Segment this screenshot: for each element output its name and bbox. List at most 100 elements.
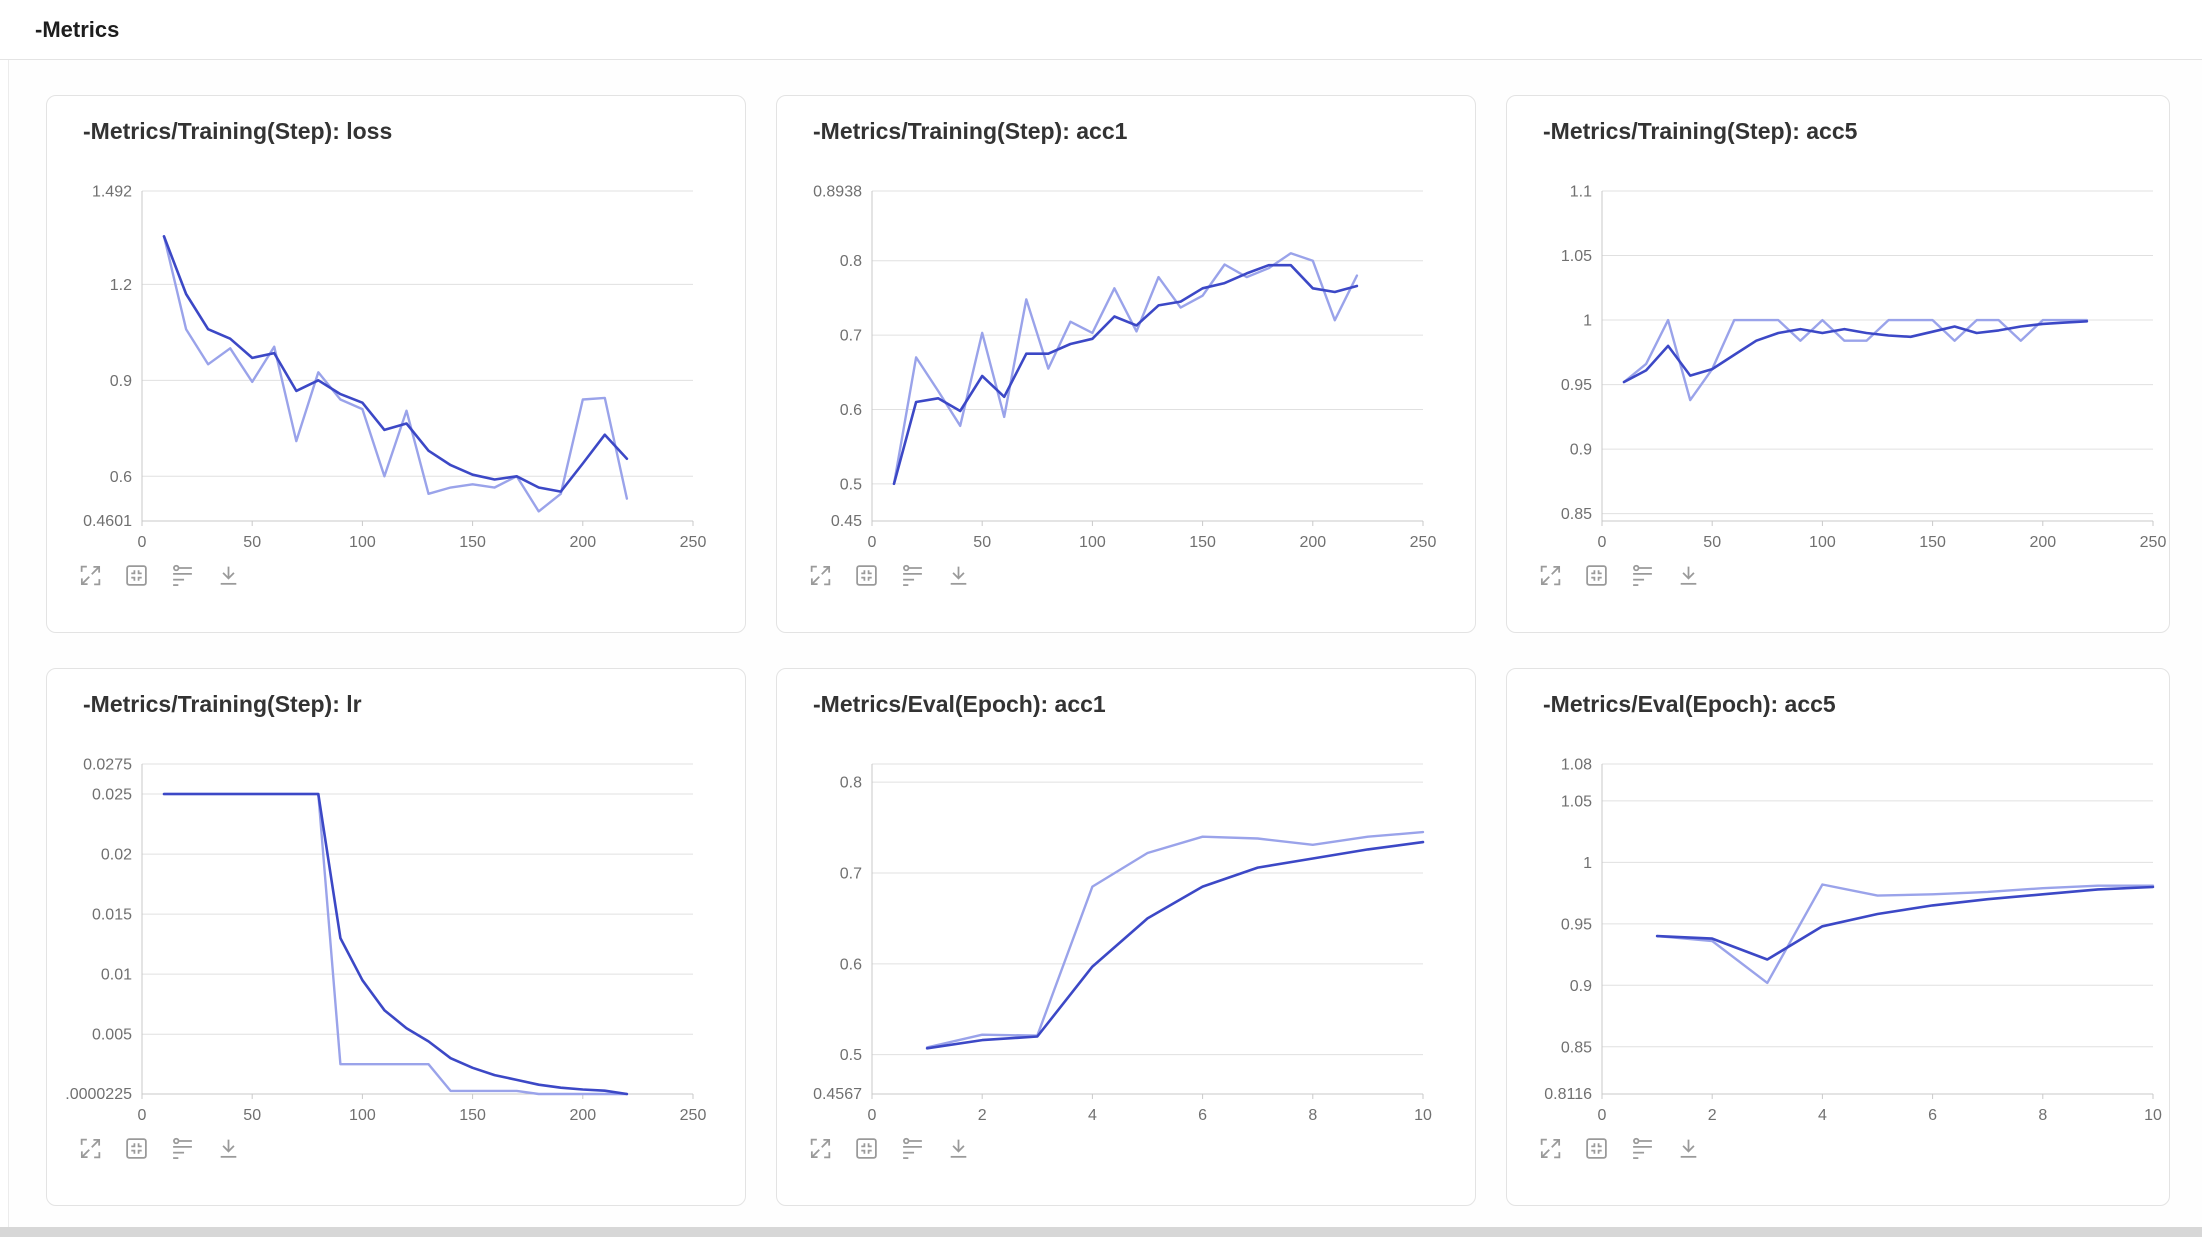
svg-text:250: 250 (680, 534, 707, 551)
svg-text:100: 100 (1079, 534, 1106, 551)
maximize-icon[interactable] (77, 562, 103, 588)
svg-text:0.7: 0.7 (840, 866, 862, 883)
chart-card: -Metrics/Eval(Epoch): acc5 1.08 1.05 1 0.95… (1506, 668, 2170, 1206)
svg-text:1.492: 1.492 (92, 184, 132, 201)
svg-text:2: 2 (1708, 1107, 1717, 1124)
svg-text:200: 200 (1299, 534, 1326, 551)
chart-card: -Metrics/Training(Step): loss 1.492 1.2 0.… (46, 95, 746, 633)
horizontal-scrollbar[interactable] (0, 1227, 2202, 1237)
restore-view-icon[interactable] (853, 1135, 879, 1161)
svg-text:1.08: 1.08 (1561, 757, 1592, 774)
svg-text:150: 150 (1919, 534, 1946, 551)
svg-text:0.5: 0.5 (840, 476, 862, 493)
line-chart[interactable]: 0.8938 0.8 0.7 0.6 0.5 0.45 0 50 100 150 200 250 (807, 156, 1436, 556)
axis-settings-icon[interactable] (1629, 562, 1655, 588)
maximize-icon[interactable] (807, 562, 833, 588)
svg-text:1.1: 1.1 (1570, 184, 1592, 201)
svg-text:150: 150 (1189, 534, 1216, 551)
svg-text:100: 100 (349, 534, 376, 551)
line-chart[interactable]: 0.8 0.7 0.6 0.5 0.4567 0 2 4 6 8 10 (807, 729, 1432, 1129)
chart-title: -Metrics/Eval(Epoch): acc5 (1543, 691, 1836, 717)
page-header: -Metrics (0, 0, 2202, 60)
svg-text:100: 100 (349, 1107, 376, 1124)
download-icon[interactable] (945, 562, 971, 588)
svg-text:0.9: 0.9 (110, 373, 132, 390)
page-title: -Metrics (35, 16, 120, 42)
axis-settings-icon[interactable] (899, 1135, 925, 1161)
svg-text:150: 150 (459, 534, 486, 551)
svg-text:1: 1 (1583, 855, 1592, 872)
chart-toolbar (1537, 1135, 2169, 1161)
axis-settings-icon[interactable] (169, 562, 195, 588)
svg-text:200: 200 (569, 534, 596, 551)
restore-view-icon[interactable] (853, 562, 879, 588)
chart-title: -Metrics/Training(Step): loss (83, 118, 393, 144)
svg-text:1: 1 (1583, 313, 1592, 330)
charts-grid: -Metrics/Training(Step): loss 1.492 1.2 0.… (46, 95, 2174, 1206)
svg-text:250: 250 (2140, 534, 2167, 551)
svg-text:0: 0 (868, 1107, 877, 1124)
svg-text:0.85: 0.85 (1561, 1039, 1592, 1056)
line-chart[interactable]: 1.08 1.05 1 0.95 0.9 0.85 0.8116 0 2 4 6 8 10 (1537, 729, 2162, 1129)
svg-text:0.0275: 0.0275 (83, 757, 132, 774)
axis-settings-icon[interactable] (1629, 1135, 1655, 1161)
metrics-panel: -Metrics/Training(Step): loss 1.492 1.2 0.… (8, 60, 2202, 1227)
restore-view-icon[interactable] (1583, 562, 1609, 588)
restore-view-icon[interactable] (123, 562, 149, 588)
axis-settings-icon[interactable] (899, 562, 925, 588)
chart-toolbar (77, 1135, 745, 1161)
chart-toolbar (807, 1135, 1475, 1161)
svg-text:0.6: 0.6 (840, 956, 862, 973)
svg-text:200: 200 (2029, 534, 2056, 551)
restore-view-icon[interactable] (1583, 1135, 1609, 1161)
line-chart[interactable]: 0.0275 0.025 0.02 0.015 0.01 0.005 .0000225 0 50… (65, 729, 706, 1129)
svg-text:1.05: 1.05 (1561, 248, 1592, 265)
chart-card: -Metrics/Training(Step): acc5 1.1 1.05 1 0.… (1506, 95, 2170, 633)
svg-text:6: 6 (1198, 1107, 1207, 1124)
svg-text:50: 50 (243, 1107, 261, 1124)
svg-text:0: 0 (1598, 1107, 1607, 1124)
svg-text:0: 0 (868, 534, 877, 551)
maximize-icon[interactable] (1537, 1135, 1563, 1161)
svg-text:0.4601: 0.4601 (83, 513, 132, 530)
chart-toolbar (1537, 562, 2169, 588)
svg-text:50: 50 (1703, 534, 1721, 551)
svg-text:0.8: 0.8 (840, 775, 862, 792)
download-icon[interactable] (1675, 1135, 1701, 1161)
maximize-icon[interactable] (807, 1135, 833, 1161)
download-icon[interactable] (1675, 562, 1701, 588)
maximize-icon[interactable] (77, 1135, 103, 1161)
svg-text:0.02: 0.02 (101, 847, 132, 864)
download-icon[interactable] (215, 1135, 241, 1161)
chart-toolbar (77, 562, 745, 588)
svg-text:100: 100 (1809, 534, 1836, 551)
chart-toolbar (807, 562, 1475, 588)
svg-text:150: 150 (459, 1107, 486, 1124)
svg-text:250: 250 (680, 1107, 707, 1124)
svg-text:0.85: 0.85 (1561, 506, 1592, 523)
svg-text:0.9: 0.9 (1570, 978, 1592, 995)
svg-text:10: 10 (2144, 1107, 2162, 1124)
svg-text:4: 4 (1088, 1107, 1097, 1124)
chart-title: -Metrics/Training(Step): acc5 (1543, 118, 1858, 144)
svg-text:0.005: 0.005 (92, 1027, 132, 1044)
svg-text:0: 0 (1598, 534, 1607, 551)
svg-text:0.025: 0.025 (92, 787, 132, 804)
line-chart[interactable]: 1.1 1.05 1 0.95 0.9 0.85 0 50 100 150 200 250 (1537, 156, 2167, 556)
svg-text:4: 4 (1818, 1107, 1827, 1124)
chart-card: -Metrics/Training(Step): lr 0.0275 0.025 0… (46, 668, 746, 1206)
line-chart[interactable]: 1.492 1.2 0.9 0.6 0.4601 0 50 100 150 200 250 (77, 156, 706, 556)
svg-text:0.01: 0.01 (101, 967, 132, 984)
chart-card: -Metrics/Training(Step): acc1 0.8938 0.8 0… (776, 95, 1476, 633)
download-icon[interactable] (945, 1135, 971, 1161)
svg-text:6: 6 (1928, 1107, 1937, 1124)
svg-text:50: 50 (243, 534, 261, 551)
svg-text:0.6: 0.6 (110, 469, 132, 486)
svg-text:1.05: 1.05 (1561, 793, 1592, 810)
maximize-icon[interactable] (1537, 562, 1563, 588)
axis-settings-icon[interactable] (169, 1135, 195, 1161)
svg-text:0.8938: 0.8938 (813, 184, 862, 201)
download-icon[interactable] (215, 562, 241, 588)
restore-view-icon[interactable] (123, 1135, 149, 1161)
svg-text:8: 8 (1308, 1107, 1317, 1124)
